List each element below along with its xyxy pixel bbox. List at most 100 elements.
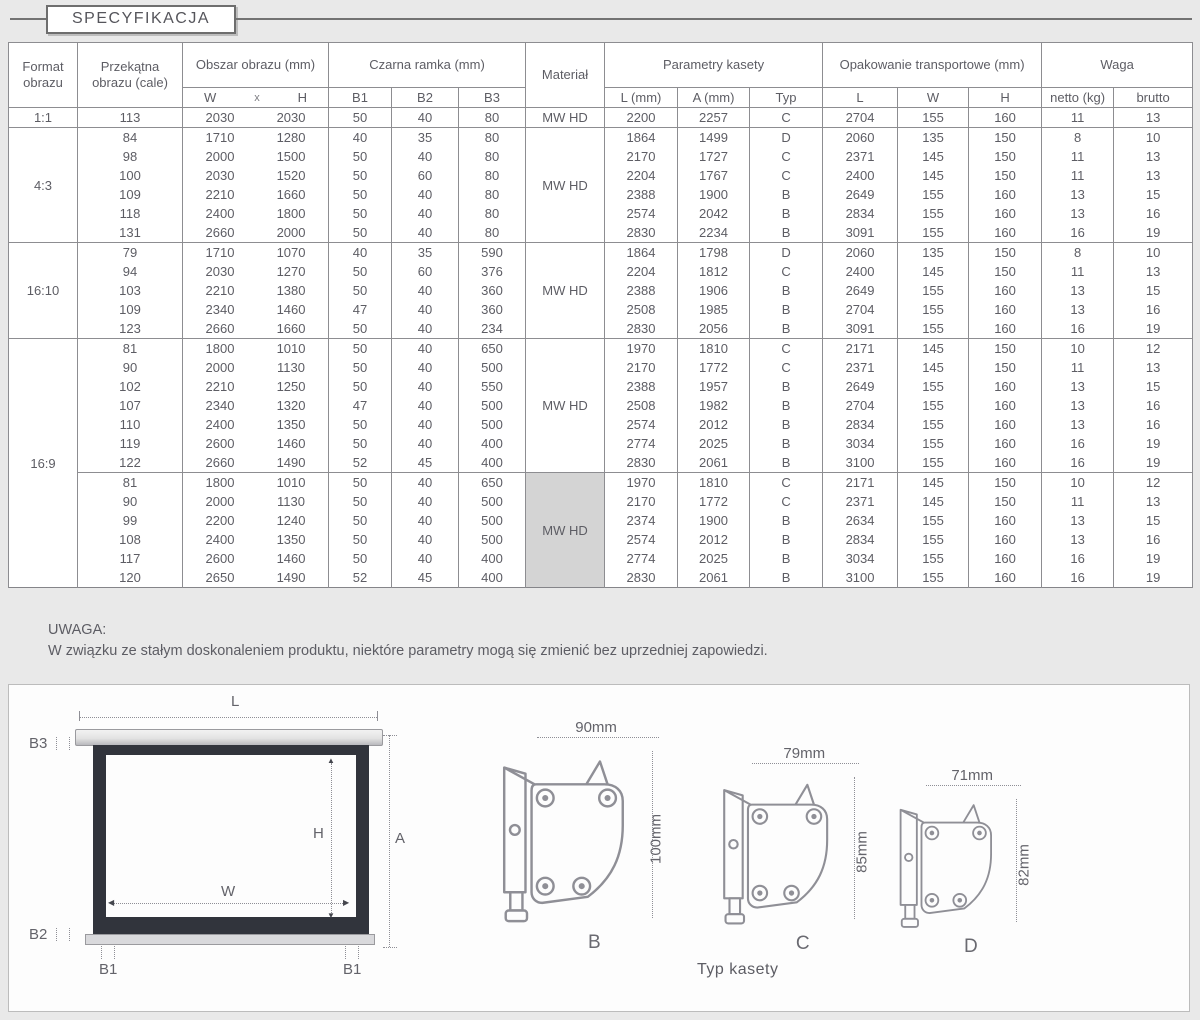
pack-w-cell: 155: [897, 530, 970, 549]
brutto-cell: 13: [1113, 166, 1194, 185]
b3-cell: 500: [457, 492, 527, 511]
pack-w-cell: 155: [897, 281, 970, 300]
b1-cell: 50: [328, 166, 392, 185]
b1-cell: 50: [328, 147, 392, 166]
material-cell: MW HD: [525, 472, 606, 588]
netto-cell: 16: [1041, 568, 1115, 588]
dim-line-h: [331, 763, 332, 913]
netto-cell: 13: [1041, 530, 1115, 549]
area-w-value: 2210: [205, 283, 235, 298]
pack-h-cell: 150: [968, 338, 1043, 358]
cassette-d-type-letter: D: [963, 936, 978, 957]
dim-line-a: [389, 735, 390, 947]
netto-cell: 13: [1041, 396, 1115, 415]
cassette-a-cell: 1772: [677, 492, 751, 511]
image-area-cell: 2400 1800: [182, 204, 329, 223]
b2-cell: 40: [391, 223, 459, 243]
pack-w-cell: 145: [897, 262, 970, 281]
brutto-cell: 10: [1113, 242, 1194, 262]
pack-h-cell: 160: [968, 223, 1043, 243]
image-area-cell: 2210 1380: [182, 281, 329, 300]
cassette-typ-cell: C: [749, 472, 824, 492]
page-title: SPECYFIKACJA: [46, 4, 237, 34]
cassette-typ-cell: C: [749, 107, 824, 128]
pack-w-cell: 155: [897, 377, 970, 396]
pack-w-cell: 155: [897, 223, 970, 243]
subheader-a-mm: A (mm): [677, 87, 751, 108]
arrow-down-icon: ▼: [327, 911, 335, 920]
image-area-cell: 2210 1660: [182, 185, 329, 204]
b2-cell: 40: [391, 396, 459, 415]
b3-cell: 500: [457, 358, 527, 377]
brutto-cell: 13: [1113, 492, 1194, 511]
cassette-c-width-label: 79mm: [783, 745, 826, 762]
area-w-value: 2400: [205, 532, 235, 547]
b3-cell: 360: [457, 300, 527, 319]
dim-label-a: A: [395, 830, 406, 847]
spec-row: 119 2600 1460 50 40 400 2774 2025 B 3034 155 160 16 1…: [9, 434, 1194, 453]
pack-w-cell: 145: [897, 492, 970, 511]
cassette-l-cell: 2830: [604, 568, 679, 588]
pack-h-cell: 150: [968, 242, 1043, 262]
b1-cell: 50: [328, 511, 392, 530]
cassette-a-cell: 1900: [677, 511, 751, 530]
spec-row: 118 2400 1800 50 40 80 2574 2042 B 2834 155 160 13 16: [9, 204, 1194, 223]
image-area-cell: 2600 1460: [182, 434, 329, 453]
spec-row: 103 2210 1380 50 40 360 2388 1906 B 2649 155 160 13 1…: [9, 281, 1194, 300]
area-h-value: 1270: [276, 264, 306, 279]
b2-cell: 45: [391, 568, 459, 588]
b1-cell: 47: [328, 300, 392, 319]
netto-cell: 13: [1041, 415, 1115, 434]
pack-l-cell: 2704: [822, 107, 899, 128]
diagonal-cell: 98: [77, 147, 183, 166]
cassette-b-drawing: [489, 743, 641, 929]
cassette-l-cell: 2170: [604, 147, 679, 166]
pack-h-cell: 160: [968, 511, 1043, 530]
b2-cell: 40: [391, 338, 459, 358]
dim-ticks-b2: [56, 928, 70, 941]
cassette-typ-cell: B: [749, 319, 824, 339]
b3-cell: 500: [457, 415, 527, 434]
cassette-typ-cell: B: [749, 223, 824, 243]
diagonal-cell: 110: [77, 415, 183, 434]
b3-cell: 500: [457, 511, 527, 530]
cassette-a-cell: 1982: [677, 396, 751, 415]
brutto-cell: 13: [1113, 107, 1194, 128]
spec-row: 94 2030 1270 50 60 376 2204 1812 C 2400 145 150 11 13: [9, 262, 1194, 281]
netto-cell: 11: [1041, 166, 1115, 185]
cassette-l-cell: 2774: [604, 434, 679, 453]
cassette-typ-cell: B: [749, 185, 824, 204]
brutto-cell: 13: [1113, 358, 1194, 377]
area-h-value: 1460: [276, 302, 306, 317]
brutto-cell: 16: [1113, 396, 1194, 415]
pack-w-cell: 155: [897, 107, 970, 128]
spec-row: 107 2340 1320 47 40 500 2508 1982 B 2704 155 160 13 1…: [9, 396, 1194, 415]
b2-cell: 40: [391, 107, 459, 128]
pack-l-cell: 2171: [822, 338, 899, 358]
col-header-weight: Waga: [1041, 42, 1194, 88]
b2-cell: 40: [391, 434, 459, 453]
subheader-netto: netto (kg): [1041, 87, 1115, 108]
area-h-value: 1010: [276, 475, 306, 490]
note-title: UWAGA:: [48, 622, 107, 638]
image-area-cell: 2660 2000: [182, 223, 329, 243]
brutto-cell: 19: [1113, 434, 1194, 453]
pack-h-cell: 160: [968, 530, 1043, 549]
cassette-l-cell: 1864: [604, 242, 679, 262]
netto-cell: 11: [1041, 262, 1115, 281]
spec-row: 131 2660 2000 50 40 80 2830 2234 B 3091 155 160 16 19: [9, 223, 1194, 243]
dim-tick-a-top: [383, 735, 397, 736]
pack-l-cell: 2400: [822, 262, 899, 281]
cassette-l-cell: 2170: [604, 358, 679, 377]
cassette-typ-cell: C: [749, 492, 824, 511]
diagonal-cell: 84: [77, 127, 183, 147]
cassette-typ-cell: B: [749, 568, 824, 588]
cassette-c-dim-line: [752, 763, 859, 769]
spec-row: 81 1800 1010 50 40 650 MW HD 1970 1810 C 2171 145 15…: [9, 472, 1194, 588]
b3-cell: 400: [457, 434, 527, 453]
b2-cell: 40: [391, 549, 459, 568]
b3-cell: 376: [457, 262, 527, 281]
cassette-typ-cell: C: [749, 338, 824, 358]
dim-ticks-b1-right: [345, 946, 359, 959]
